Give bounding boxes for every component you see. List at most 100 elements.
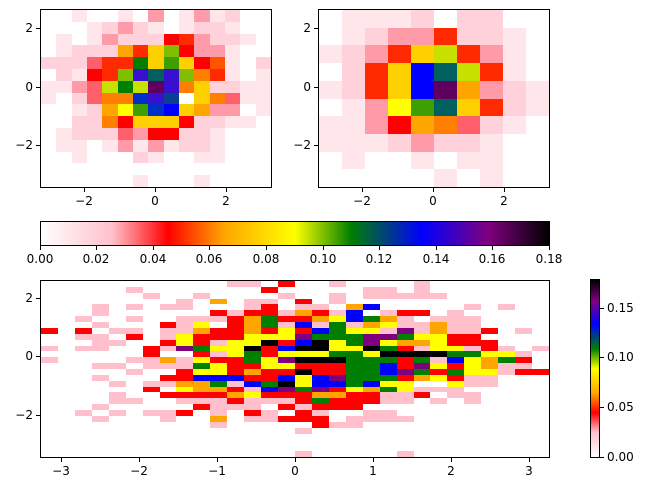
histogram-bin <box>132 92 149 105</box>
histogram-bin <box>413 386 431 393</box>
histogram-bin <box>41 57 57 69</box>
histogram-bin <box>515 404 533 411</box>
histogram-bin <box>142 392 160 399</box>
histogram-bin <box>74 304 92 311</box>
y-tick-mark <box>36 356 40 357</box>
histogram-bin <box>345 292 363 299</box>
histogram-bin <box>278 380 295 387</box>
x-tick-label: 0.00 <box>26 252 54 266</box>
histogram-bin <box>56 92 72 105</box>
histogram-bin <box>108 286 126 293</box>
histogram-bin <box>430 404 448 411</box>
histogram-bin <box>224 33 241 46</box>
histogram-bin <box>515 445 533 452</box>
histogram-bin <box>210 322 228 328</box>
histogram-bin <box>480 10 503 28</box>
histogram-bin <box>464 386 482 393</box>
histogram-bin <box>379 369 397 375</box>
histogram-bin <box>74 292 92 299</box>
histogram-bin <box>319 98 342 117</box>
histogram-bin <box>328 433 346 440</box>
histogram-bin <box>240 21 256 34</box>
histogram-bin <box>345 357 363 364</box>
histogram-bin <box>345 298 363 305</box>
histogram-bin <box>193 322 211 328</box>
histogram-bin <box>176 281 194 287</box>
histogram-bin <box>91 322 109 328</box>
histogram-bin <box>159 392 177 399</box>
histogram-bin <box>125 281 143 287</box>
histogram-bin <box>108 363 126 369</box>
histogram-bin <box>396 415 414 422</box>
histogram-bin <box>117 151 133 164</box>
histogram-bin <box>526 10 549 28</box>
histogram-bin <box>447 380 465 387</box>
histogram-bin <box>209 33 225 46</box>
histogram-bin <box>498 439 516 446</box>
histogram-bin <box>311 392 329 399</box>
histogram-bin <box>194 163 210 176</box>
histogram-bin <box>74 369 92 375</box>
histogram-bin <box>515 363 533 369</box>
histogram-bin <box>227 292 245 299</box>
histogram-bin <box>193 298 211 305</box>
histogram-bin <box>498 357 516 364</box>
histogram-bin <box>430 380 448 387</box>
colorbar-tick-label: 0.05 <box>607 400 634 414</box>
histogram-bin <box>515 333 533 340</box>
histogram-bin <box>108 451 126 457</box>
histogram-bin <box>56 33 72 46</box>
histogram-bin <box>178 116 195 128</box>
histogram-bin <box>41 175 57 187</box>
x-tick-mark <box>295 458 296 462</box>
histogram-bin <box>430 304 448 311</box>
histogram-bin <box>71 128 87 140</box>
histogram-bin <box>532 374 549 381</box>
histogram-bin <box>41 445 58 452</box>
histogram-bin <box>311 304 329 311</box>
histogram-bin <box>255 163 271 176</box>
histogram-bin <box>434 116 457 134</box>
histogram-bin <box>159 345 177 352</box>
histogram-bin <box>328 351 346 358</box>
histogram-bin <box>159 310 177 317</box>
histogram-bin <box>379 427 397 434</box>
histogram-bin <box>413 427 431 434</box>
histogram-bin <box>125 427 143 434</box>
histogram-bin <box>102 45 118 58</box>
histogram-bin <box>244 451 262 457</box>
histogram-bin <box>447 316 465 323</box>
histogram-bin <box>71 10 87 22</box>
histogram-bin <box>278 427 295 434</box>
histogram-bin <box>159 433 177 440</box>
histogram-bin <box>142 369 160 375</box>
histogram-bin <box>278 298 295 305</box>
histogram-bin <box>396 345 414 352</box>
histogram-bin <box>345 369 363 375</box>
histogram-bin <box>193 316 211 323</box>
histogram-bin <box>261 339 279 346</box>
histogram-bin <box>430 439 448 446</box>
histogram-bin <box>464 281 482 287</box>
histogram-bin <box>261 345 279 352</box>
histogram-bin <box>413 357 431 364</box>
histogram-bin <box>56 104 72 117</box>
histogram-bin <box>430 351 448 358</box>
histogram-bin <box>396 439 414 446</box>
histogram-bin <box>362 445 380 452</box>
histogram-bin <box>91 439 109 446</box>
histogram-bin <box>74 339 92 346</box>
histogram-bin <box>86 128 103 140</box>
histogram-bin <box>294 310 312 317</box>
histogram-bin <box>41 316 58 323</box>
x-tick-label: 0 <box>429 194 437 208</box>
histogram-bin <box>56 80 72 93</box>
histogram-bin <box>108 281 126 287</box>
histogram-bin <box>209 57 225 69</box>
histogram-bin <box>319 151 342 170</box>
histogram-bin <box>159 451 177 457</box>
histogram-bin <box>244 351 262 358</box>
histogram-bin <box>57 351 75 358</box>
histogram-bin <box>481 327 499 334</box>
x-tick-mark <box>492 246 493 250</box>
